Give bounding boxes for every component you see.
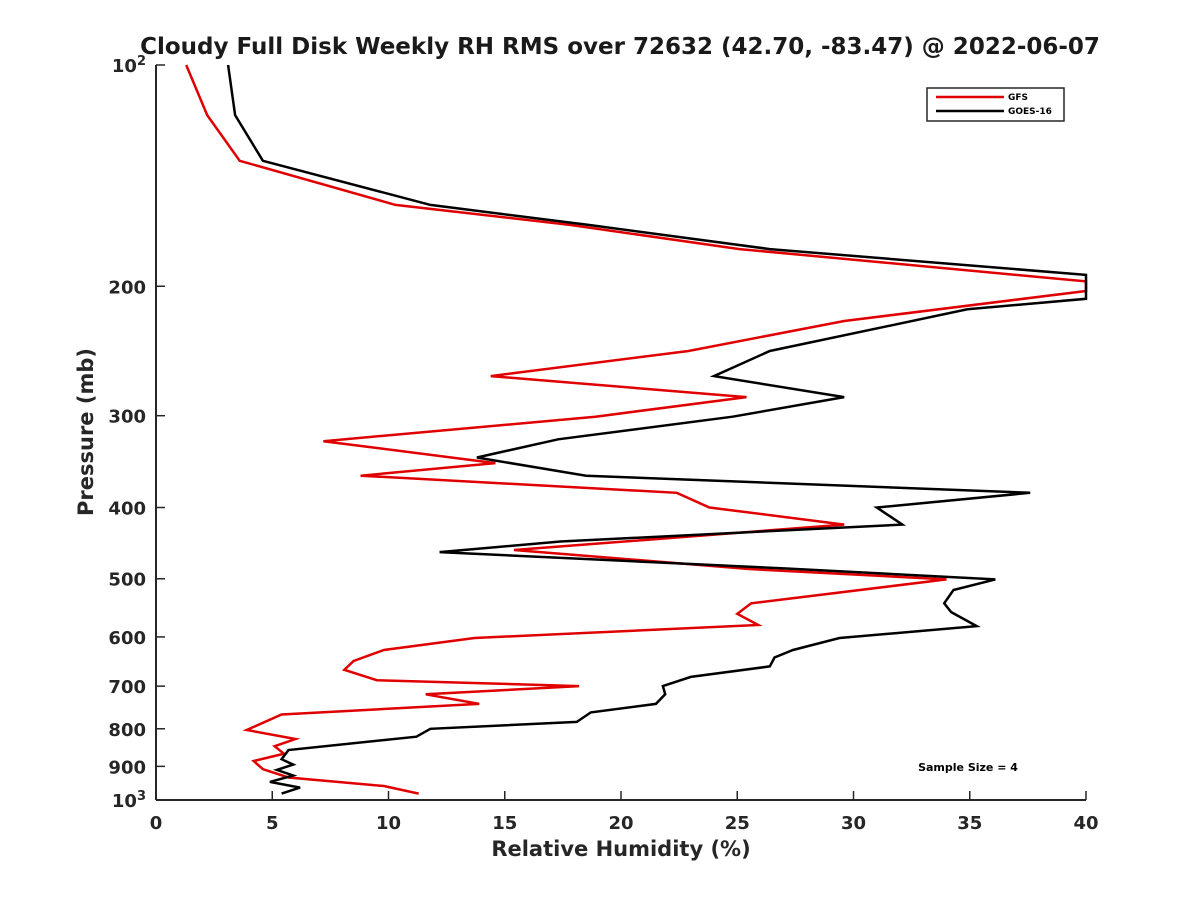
y-axis-label: Pressure (mb) bbox=[74, 348, 98, 516]
x-axis-label: Relative Humidity (%) bbox=[491, 837, 750, 861]
y-tick-label: 102 bbox=[112, 54, 146, 77]
y-tick-label: 700 bbox=[108, 677, 146, 698]
y-axis-ticks: 102 200 300 400 500 600 700 800 900 103 bbox=[108, 54, 165, 812]
x-tick-label: 30 bbox=[841, 813, 866, 834]
legend-label-gfs: GFS bbox=[1008, 93, 1028, 103]
x-tick-label: 10 bbox=[376, 813, 401, 834]
x-tick-label: 40 bbox=[1073, 813, 1098, 834]
x-tick-label: 20 bbox=[608, 813, 633, 834]
x-tick-label: 25 bbox=[725, 813, 750, 834]
y-tick-label: 103 bbox=[112, 789, 146, 812]
y-tick-label: 200 bbox=[108, 277, 146, 298]
y-tick-label: 600 bbox=[108, 628, 146, 649]
legend: GFS GOES-16 bbox=[926, 87, 1065, 122]
y-tick-label: 300 bbox=[108, 407, 146, 428]
x-tick-label: 35 bbox=[957, 813, 982, 834]
axes-layer bbox=[155, 65, 1086, 801]
x-axis-ticks: 0 5 10 15 20 25 30 35 40 bbox=[150, 791, 1099, 834]
sample-size-note: Sample Size = 4 bbox=[918, 761, 1018, 774]
legend-box bbox=[926, 87, 1065, 122]
y-tick-label: 800 bbox=[108, 720, 146, 741]
x-tick-label: 15 bbox=[492, 813, 517, 834]
y-tick-label: 500 bbox=[108, 570, 146, 591]
series-layer bbox=[185, 64, 1088, 795]
chart-title: Cloudy Full Disk Weekly RH RMS over 7263… bbox=[140, 34, 1100, 60]
x-tick-label: 0 bbox=[150, 813, 163, 834]
legend-label-goes16: GOES-16 bbox=[1008, 107, 1052, 117]
x-tick-label: 5 bbox=[266, 813, 279, 834]
y-tick-label: 900 bbox=[108, 757, 146, 778]
series-line-goes16 bbox=[226, 64, 1088, 795]
y-tick-label: 400 bbox=[108, 499, 146, 520]
